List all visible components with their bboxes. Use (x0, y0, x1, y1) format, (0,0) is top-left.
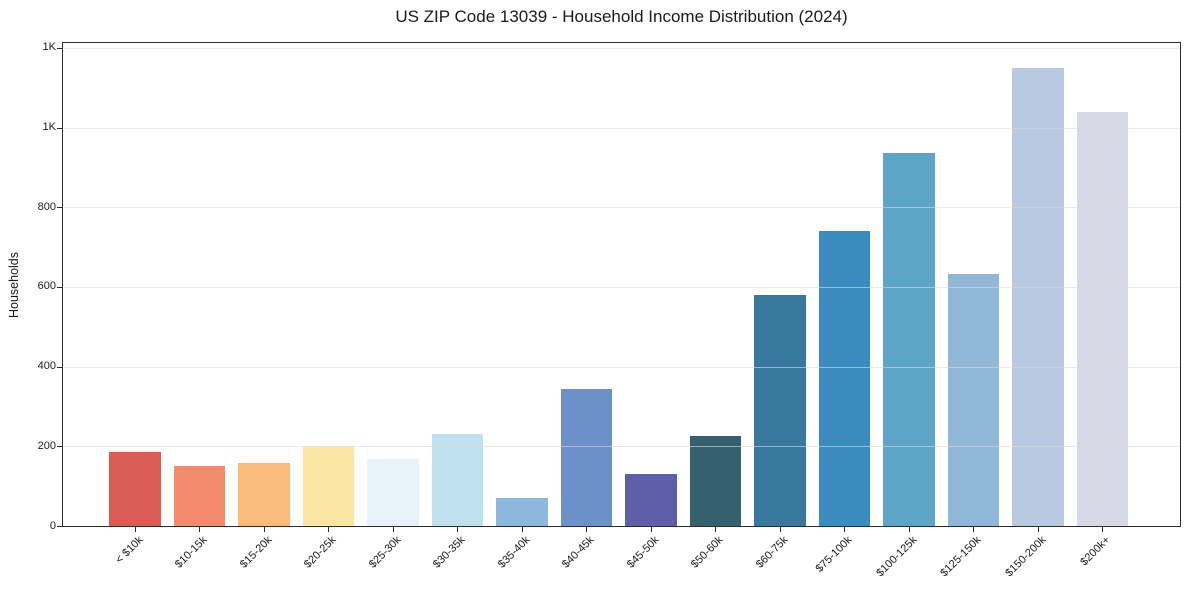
x-tick-mark (650, 527, 652, 532)
y-tick-mark (57, 526, 62, 527)
gridline (63, 286, 1180, 288)
y-tick-label: 1K (42, 41, 56, 54)
y-tick-mark (57, 446, 62, 448)
y-tick-mark (57, 286, 62, 288)
bar (883, 153, 935, 526)
gridline (63, 446, 1180, 448)
bar (367, 459, 419, 526)
y-tick-label: 1K (42, 121, 56, 133)
chart-title: US ZIP Code 13039 - Household Income Dis… (395, 7, 848, 26)
x-tick-mark (715, 527, 717, 532)
y-tick-label: 600 (37, 280, 56, 293)
x-tick-mark (586, 527, 588, 532)
bar (1012, 67, 1064, 526)
x-tick-label: < $10k (113, 534, 146, 567)
bar (238, 463, 290, 526)
x-tick-mark (521, 527, 523, 532)
gridline (63, 207, 1180, 209)
bar (625, 473, 677, 526)
bar (302, 445, 355, 526)
x-tick-mark (457, 527, 459, 532)
x-tick-mark (1037, 527, 1039, 532)
plot-area (62, 42, 1181, 527)
bar (818, 231, 871, 526)
y-tick-label: 200 (37, 439, 56, 452)
gridline (63, 366, 1180, 368)
y-tick-mark (57, 207, 62, 209)
x-tick-mark (328, 527, 330, 532)
bar (431, 434, 484, 526)
y-tick-mark (57, 47, 62, 49)
bar (109, 452, 161, 526)
gridline (63, 47, 1180, 49)
x-tick-mark (1102, 527, 1104, 532)
x-tick-mark (973, 527, 975, 532)
gridline (63, 127, 1180, 129)
y-tick-label: 0 (49, 519, 56, 532)
bar (689, 435, 742, 526)
bar (947, 274, 1000, 526)
x-tick-mark (844, 527, 846, 532)
x-tick-mark (263, 527, 265, 532)
y-tick-mark (57, 127, 62, 129)
bar (496, 498, 548, 526)
x-tick-mark (199, 527, 201, 532)
bar (1076, 112, 1129, 526)
x-tick-mark (392, 527, 394, 532)
x-tick-mark (779, 527, 781, 532)
y-tick-label: 400 (37, 360, 56, 373)
bar (173, 465, 226, 526)
x-tick-mark (908, 527, 910, 532)
x-tick-mark (134, 527, 136, 532)
y-tick-mark (57, 366, 62, 368)
y-tick-label: 800 (37, 200, 56, 213)
bar (754, 294, 806, 526)
bar (560, 389, 613, 526)
